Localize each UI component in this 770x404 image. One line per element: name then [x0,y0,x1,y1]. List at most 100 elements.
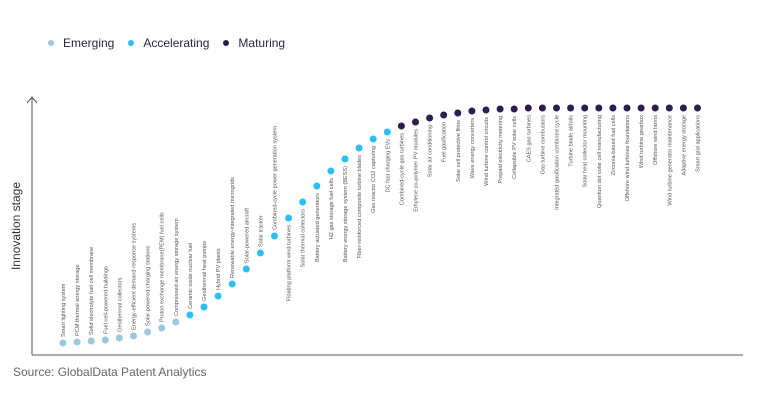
data-point-label: Solar-powered charging stations [146,246,152,326]
data-point-label: Gas reactor CO2 capturing [371,146,377,213]
data-point-label: Ethylene co-polymer PV modules [414,129,420,212]
y-axis-arrow [26,96,38,104]
data-point-label: Compressed air energy storage system [174,218,180,316]
data-point [355,144,363,152]
legend-item-maturing: Maturing [223,36,285,50]
data-point [595,104,603,112]
data-point-label: Renewable energy-integrated microgrids [230,177,236,278]
legend-item-accelerating: Accelerating [128,36,209,50]
data-point [383,128,391,136]
data-point-label: Solar air conditioning [428,125,434,177]
data-point-label: Gas turbine combustors [540,115,546,175]
data-point [130,332,137,340]
data-point-label: Battery actuated generators [315,193,321,262]
data-point [285,214,293,222]
data-point [468,107,476,115]
data-point [412,118,419,126]
data-point [327,167,335,175]
data-point-label: Solar-powered aircraft [244,208,250,263]
data-point-label: Fuel gasification [442,122,448,162]
data-point [581,104,589,112]
data-point-label: Fuel cell-powered buildings [103,266,109,334]
data-point-label: Energy-efficient demand response systems [132,223,138,330]
data-point [609,104,617,112]
y-axis-label: Innovation stage [9,182,23,270]
data-point [553,104,560,112]
legend-label: Emerging [63,36,115,50]
data-point-label: Solar thermal collectors [301,209,307,268]
data-point [510,105,518,113]
data-point [454,109,462,117]
data-point [524,104,532,112]
data-point [59,339,67,347]
data-point-label: Integrated gasification combined cycle [555,115,561,210]
legend-dot-accelerating [128,40,135,46]
data-point-label: Wind turbine gearbox [639,115,645,168]
data-point-label: Combined-cycle power generation system [273,126,279,230]
data-point-label: Zirconia-based fuel cells [611,115,617,176]
data-point-label: Quantum dot solar cell manufacturing [597,115,603,208]
data-point-label: Offshore wind turbines foundations [625,115,631,202]
data-point [665,104,673,112]
data-point [679,104,687,112]
data-point [397,122,405,130]
data-point-label: Proton exchange membrane(PEM) fuel cells [160,212,166,322]
data-point [426,114,434,122]
data-point [172,318,180,326]
data-point [256,249,264,257]
data-point-label: DC fast charging EVs [385,139,391,193]
data-point-label: Solar cell protective films [456,120,462,182]
data-point-label: Wind turbine control circuits [484,117,490,186]
data-point-label: Floating platform wind turbines [287,225,293,301]
legend-label: Accelerating [143,36,210,50]
data-point-label: Solid electrolyte fuel cell membrane [89,247,95,335]
data-point [228,280,236,288]
data-point [369,135,377,143]
data-point-label: Ceramic oxide nuclear fuel [188,243,194,309]
data-point-label: Wave energy converters [470,118,476,179]
source-note: Source: GlobalData Patent Analytics [13,365,207,379]
data-point [299,198,307,206]
data-point [440,111,448,119]
data-point-label: PCM thermal energy storage [75,264,81,336]
data-point [637,104,645,112]
data-point-label: Turbine blade airfoils [569,115,575,167]
data-point [313,182,321,190]
data-point-label: Offshore wind farms [653,115,659,165]
data-point [115,334,123,342]
data-point [242,265,250,273]
data-point-label: Fiber-reinforced composite turbine blade… [357,155,363,258]
data-point [200,303,208,311]
data-point-label: Geothermal collectors [117,277,123,332]
data-point-label: Wind turbine generator maintenance [667,115,673,206]
data-point-label: Solar tracker [258,215,264,247]
data-point [482,106,490,114]
data-point-label: Smart lighting system [61,283,67,337]
data-point [73,338,81,346]
data-point-label: Collapsible PV solar cells [512,116,518,179]
data-point [186,311,194,319]
data-point-label: Battery energy storage system (BESS) [343,166,349,262]
data-point [694,104,701,112]
data-point [623,104,631,112]
data-point-label: Prepaid electricity metering [498,116,504,183]
data-point [101,336,109,344]
data-point-label: Solar heat collector mounting [583,115,589,187]
data-point-label: H2 gas storage fuel cells [329,178,335,239]
data-point-label: CAES gas turbines [526,115,532,162]
legend: Emerging Accelerating Maturing [48,36,299,50]
data-point [87,337,95,345]
legend-label: Maturing [238,36,286,50]
legend-item-emerging: Emerging [48,36,114,50]
data-point-label: Smart grid applications [696,115,702,172]
data-point [271,232,278,240]
data-point [496,105,504,113]
data-point-label: Combined-cycle gas turbines [399,133,405,205]
data-point-label: Hybrid PV plants [216,248,222,290]
data-point [214,292,222,300]
data-point [341,155,349,163]
data-point [158,324,166,332]
data-point-label: Geothermal heat pumps [202,241,208,301]
data-point [567,104,575,112]
